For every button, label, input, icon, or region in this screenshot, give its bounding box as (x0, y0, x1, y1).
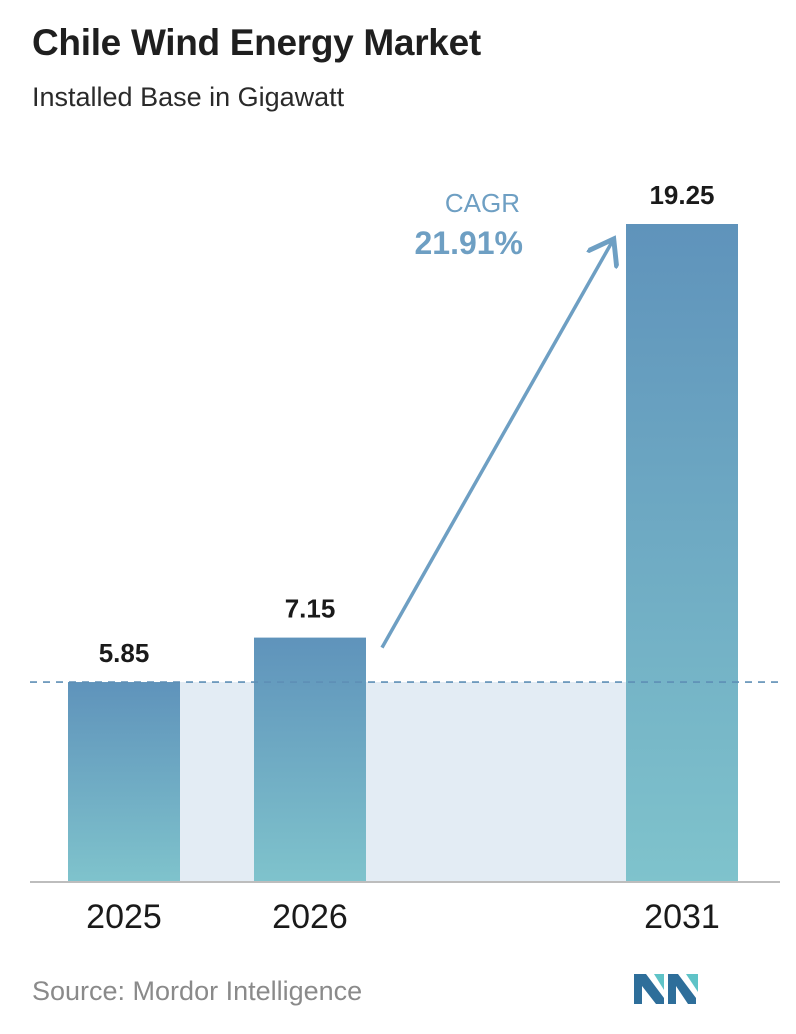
cagr-arrow (380, 242, 612, 649)
category-label-2026: 2026 (272, 898, 348, 936)
bar-2026 (254, 637, 366, 882)
value-label-2025: 5.85 (99, 638, 150, 668)
bars-layer (68, 224, 738, 882)
cagr-value: 21.91% (414, 225, 523, 261)
chart-title: Chile Wind Energy Market (32, 22, 481, 63)
bar-2025 (68, 682, 180, 882)
bar-2031 (626, 224, 738, 882)
reference-band (124, 682, 682, 882)
labels-layer: 5.85 2025 7.15 2026 19.25 2031 (86, 180, 720, 936)
mordor-logo-icon (634, 974, 698, 1004)
band-layer (124, 682, 682, 882)
chart-subtitle: Installed Base in Gigawatt (32, 82, 345, 112)
value-label-2026: 7.15 (285, 594, 336, 624)
value-label-2031: 19.25 (649, 180, 714, 210)
category-label-2025: 2025 (86, 898, 162, 936)
cagr-label: CAGR (445, 188, 520, 218)
category-label-2031: 2031 (644, 898, 720, 936)
source-text: Source: Mordor Intelligence (32, 976, 363, 1006)
